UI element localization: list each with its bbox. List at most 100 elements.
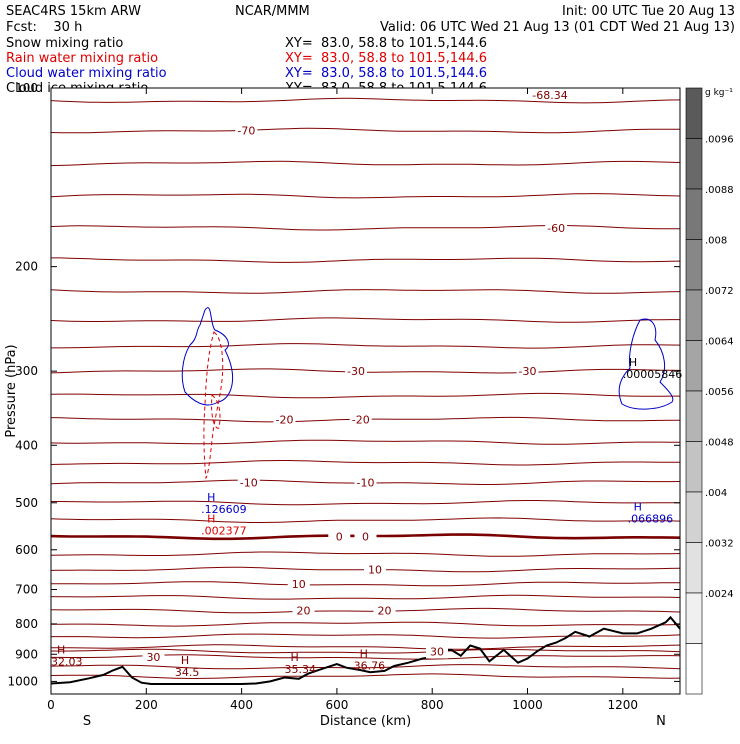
- high-marker: H: [57, 643, 65, 656]
- contour-label: 20: [378, 605, 392, 618]
- isotherm-line: [50, 97, 681, 104]
- contour-label-bg: [545, 221, 568, 235]
- x-left-end-label: S: [83, 714, 91, 729]
- contour-label-bg: [142, 651, 165, 665]
- contour-label-bg: [516, 365, 539, 379]
- isotherm-line: [51, 633, 681, 639]
- colorbar-label: .004: [705, 488, 727, 499]
- y-tick-label: 200: [15, 260, 38, 274]
- high-marker: H: [360, 648, 368, 661]
- contour-label-bg: [349, 413, 372, 427]
- isotherm-line: [51, 257, 681, 263]
- y-tick-label: 400: [15, 438, 38, 452]
- y-tick-label: 600: [15, 543, 38, 557]
- y-tick-label: 700: [15, 583, 38, 597]
- contour-label: -20: [352, 414, 370, 427]
- contour-label-bg: [328, 530, 351, 544]
- high-value: .066896: [628, 513, 674, 526]
- isotherm-line: [50, 392, 680, 399]
- isotherm-line: [50, 439, 680, 445]
- contour-label: -30: [347, 365, 365, 378]
- contour-label-bg: [237, 476, 260, 490]
- isotherm-line: [50, 193, 681, 199]
- colorbar-label: .0056: [705, 387, 734, 398]
- isotherm-line: [50, 551, 681, 557]
- contour-label: 30: [430, 645, 444, 658]
- colorbar-label: .0064: [705, 337, 734, 348]
- x-tick-label: 1000: [512, 698, 543, 712]
- high-marker: H: [634, 501, 642, 514]
- valid-time: Valid: 06 UTC Wed 21 Aug 13 (01 CDT Wed …: [380, 20, 735, 35]
- colorbar-segment: [685, 643, 703, 695]
- isotherm-line: [51, 343, 681, 349]
- isotherm-line: [50, 648, 681, 654]
- x-axis-title: Distance (km): [320, 714, 411, 729]
- isotherm-line: [50, 673, 681, 680]
- colorbar-label: .0088: [705, 185, 734, 196]
- contour-labels: -70 -60 -30 -30 -20 -20 -10 -10 0 0 10 10 20 20 30 30 -6…: [51, 89, 682, 679]
- contour-label-bg: [235, 124, 258, 138]
- isotherm-line: [50, 160, 681, 167]
- colorbar-segment: [685, 491, 703, 543]
- contour-label: 30: [146, 651, 160, 664]
- high-value: .00005846: [623, 368, 683, 381]
- colorbar-label: .0032: [705, 539, 734, 550]
- contour-label: 0: [362, 531, 369, 544]
- colorbar: g kg⁻¹ .0096 .0088 .008 .0072 .0064 .0056 .0048…: [685, 87, 734, 695]
- high-marker: H: [207, 512, 215, 525]
- isotherm-line: [51, 621, 681, 627]
- colorbar-segment: [685, 239, 703, 291]
- init-time: Init: 00 UTC Tue 20 Aug 13: [562, 4, 735, 19]
- contour-label-bg: [344, 365, 367, 379]
- colorbar-segment: [685, 188, 703, 240]
- colorbar-segment: [685, 390, 703, 442]
- plot-frame: [50, 87, 681, 695]
- model-title: SEAC4RS 15km ARW: [6, 4, 141, 19]
- colorbar-label: .0072: [705, 286, 734, 297]
- high-value: .126609: [201, 503, 247, 516]
- terrain-profile: [50, 615, 681, 685]
- high-marker: H: [629, 356, 637, 369]
- contour-label: 0: [336, 531, 343, 544]
- contour-label: -30: [519, 365, 537, 378]
- colorbar-segment: [685, 340, 703, 392]
- contour-label: -20: [276, 414, 294, 427]
- isotherm-line: [51, 644, 681, 650]
- high-value: 32.03: [51, 655, 83, 668]
- high-value: 36.76: [354, 660, 386, 673]
- contour-label-bg: [292, 604, 315, 618]
- colorbar-segment: [685, 441, 703, 493]
- y-tick-label: 1000: [7, 674, 38, 688]
- contour-label: -10: [357, 476, 375, 489]
- contour-label-bg: [425, 645, 448, 659]
- field-name-cloud-water: Cloud water mixing ratio: [6, 66, 167, 81]
- rain-water-contour-inner: [211, 394, 221, 429]
- x-tick-label: 1200: [608, 698, 639, 712]
- colorbar-segment: [685, 542, 703, 594]
- contour-label: 10: [368, 564, 382, 577]
- contour-label: -60: [547, 222, 565, 235]
- high-marker: H: [290, 651, 298, 664]
- x-tick-label: 200: [135, 698, 158, 712]
- x-tick-label: 0: [47, 698, 55, 712]
- isotherm-line: [51, 581, 681, 587]
- colorbar-label: .0048: [705, 438, 734, 449]
- x-right-end-label: N: [656, 714, 666, 729]
- colorbar-label: .0096: [705, 135, 734, 146]
- contour-label-bg: [354, 476, 377, 490]
- colorbar-segment: [685, 289, 703, 341]
- colorbar-segment: [685, 87, 703, 139]
- contour-label: 20: [297, 605, 311, 618]
- isotherm-line: [50, 225, 680, 231]
- x-tick-label: 400: [230, 698, 253, 712]
- high-marker: H: [207, 491, 215, 504]
- y-tick-label: 500: [15, 496, 38, 510]
- contour-label: 10: [292, 578, 306, 591]
- x-tick-label: 800: [421, 698, 444, 712]
- isotherm-line: [50, 460, 680, 466]
- forecast-hour: Fcst: 30 h: [6, 20, 82, 35]
- top-extreme-label: -68.34: [532, 89, 567, 102]
- isotherm-line: [50, 607, 681, 614]
